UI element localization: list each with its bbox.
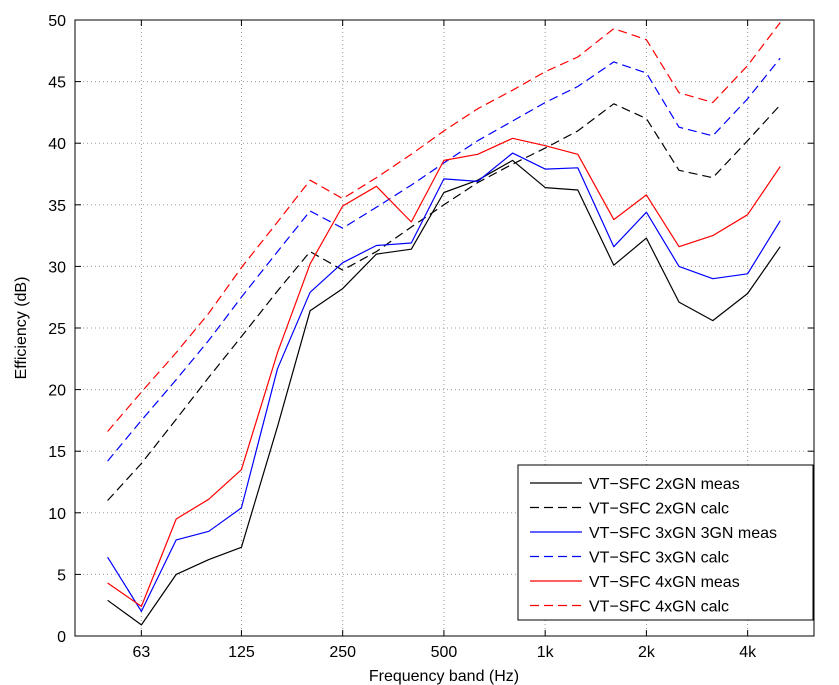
- y-tick-label: 40: [48, 136, 66, 153]
- y-tick-label: 0: [57, 629, 66, 646]
- y-tick-label: 25: [48, 321, 66, 338]
- y-axis-label: Efficiency (dB): [13, 277, 30, 380]
- series-layer: [107, 22, 781, 626]
- legend-label-1: VT−SFC 2xGN meas: [589, 476, 740, 493]
- x-tick-label: 500: [431, 644, 458, 661]
- legend-label-5: VT−SFC 4xGN meas: [589, 574, 740, 591]
- x-tick-label: 4k: [739, 644, 757, 661]
- legend: VT−SFC 2xGN meas VT−SFC 2xGN calc VT−SFC 3…: [517, 464, 814, 621]
- y-tick-label: 5: [57, 567, 66, 584]
- x-tick-label: 250: [329, 644, 356, 661]
- grid-lines: [75, 20, 814, 636]
- y-tick-label: 30: [48, 259, 66, 276]
- series-line-4: [107, 57, 781, 462]
- legend-label-4: VT−SFC 3xGN calc: [589, 550, 729, 567]
- series-line-1: [107, 159, 781, 626]
- y-tick-label: 15: [48, 444, 66, 461]
- series-line-5: [107, 137, 781, 608]
- y-tick-label: 20: [48, 383, 66, 400]
- y-tick-label: 50: [48, 13, 66, 30]
- legend-label-2: VT−SFC 2xGN calc: [589, 501, 729, 518]
- axis-tick-labels: 63 125 250 500 1k 2k 4k 0 5 10 15 20 25 30 35 40 45 50: [48, 13, 757, 661]
- y-tick-label: 10: [48, 506, 66, 523]
- y-tick-label: 35: [48, 198, 66, 215]
- axis-ticks: [75, 19, 814, 637]
- x-tick-label: 2k: [638, 644, 656, 661]
- x-tick-label: 1k: [537, 644, 555, 661]
- y-tick-label: 45: [48, 75, 66, 92]
- x-tick-label: 63: [132, 644, 150, 661]
- series-line-2: [107, 103, 781, 501]
- series-line-3: [107, 152, 781, 613]
- legend-label-3: VT−SFC 3xGN 3GN meas: [589, 525, 777, 542]
- x-axis-label: Frequency band (Hz): [369, 668, 519, 685]
- legend-label-6: VT−SFC 4xGN calc: [589, 599, 729, 616]
- series-line-6: [107, 22, 781, 432]
- legend-box: [517, 464, 814, 621]
- x-tick-label: 125: [228, 644, 255, 661]
